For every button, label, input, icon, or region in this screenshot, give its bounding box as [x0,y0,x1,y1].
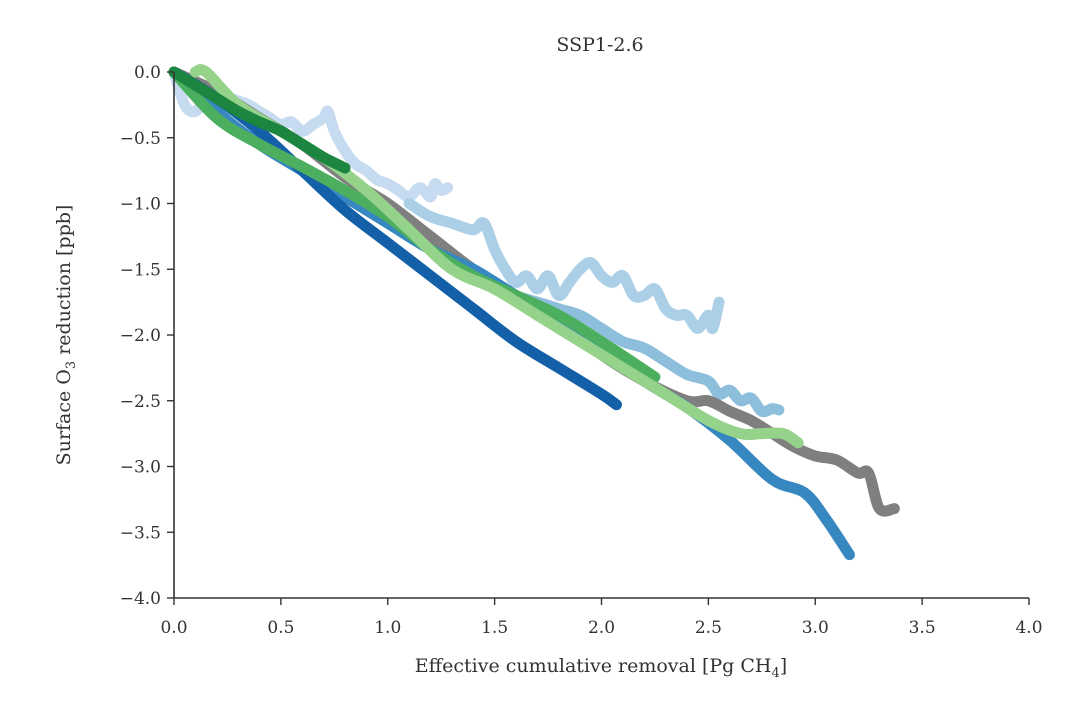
x-tick-label: 3.5 [909,618,936,638]
y-tick-label: −0.5 [120,129,161,149]
y-tick-label: 0.0 [134,63,161,83]
ticks-layer: 0.0 0.5 1.0 1.5 2.0 2.5 3.0 3.5 4.0 0.0 −0.5 −1.0 −1… [120,63,1043,638]
x-axis-label: Effective cumulative removal [Pg CH4] [415,655,787,681]
y-tick-label: −3.5 [120,523,161,543]
x-tick-label: 1.5 [481,618,508,638]
x-tick-label: 3.0 [802,618,829,638]
x-tick-label: 0.0 [160,618,187,638]
series-line-dark-green [168,66,351,174]
x-tick-label: 1.0 [374,618,401,638]
y-tick-label: −4.0 [120,589,161,609]
y-tick-label: −2.0 [120,326,161,346]
series-line-lightest-blue [403,198,725,334]
x-tick-label: 2.0 [588,618,615,638]
series-line-dark-blue [168,66,622,411]
y-tick-label: −2.5 [120,392,161,412]
y-tick-label: −1.0 [120,195,161,215]
chart-title: SSP1-2.6 [556,34,643,56]
y-tick-label: −3.0 [120,458,161,478]
y-tick-label: −1.5 [120,260,161,280]
y-axis-label: Surface O3 reduction [ppb] [53,205,79,466]
series-layer [168,64,900,561]
x-tick-label: 2.5 [695,618,722,638]
x-tick-label: 0.5 [267,618,294,638]
x-tick-label: 4.0 [1015,618,1042,638]
